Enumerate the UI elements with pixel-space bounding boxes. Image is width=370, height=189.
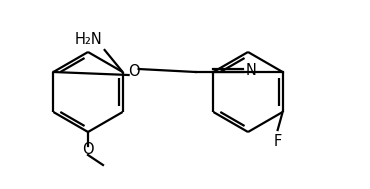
Text: F: F bbox=[273, 134, 282, 149]
Text: O: O bbox=[128, 64, 139, 80]
Text: O: O bbox=[82, 143, 94, 157]
Text: N: N bbox=[245, 63, 256, 78]
Text: H₂N: H₂N bbox=[75, 32, 102, 47]
